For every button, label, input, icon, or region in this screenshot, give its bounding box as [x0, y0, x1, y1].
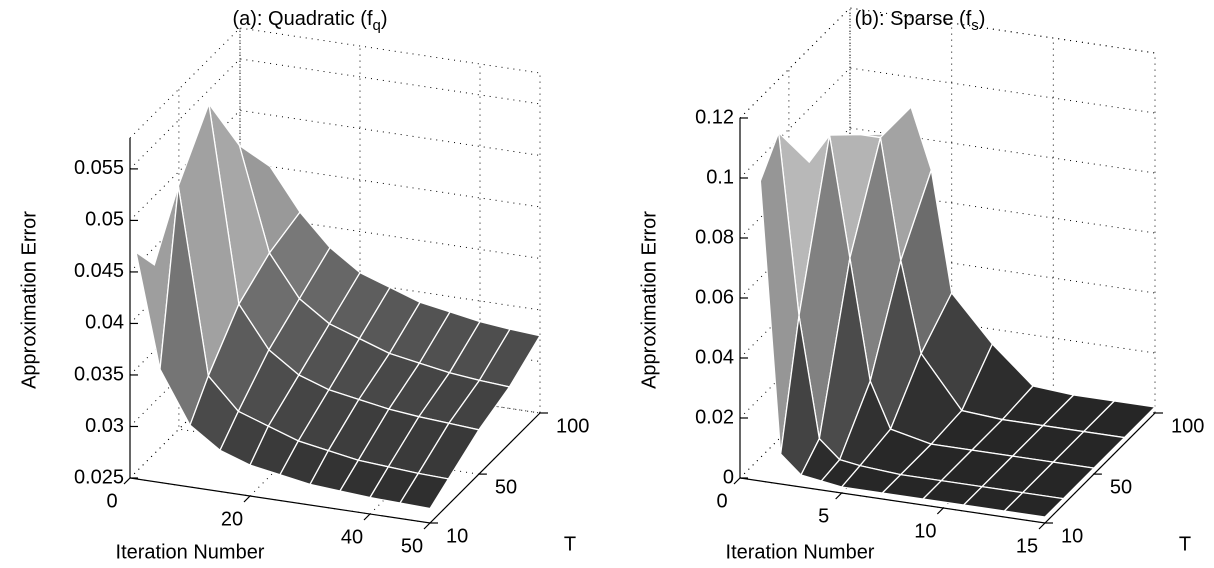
z-tick-label: 0.02: [695, 406, 734, 428]
x-tick-label: 0: [716, 490, 727, 512]
x-tick-label: 50: [401, 535, 423, 557]
z-tick-label: 0.055: [74, 157, 124, 179]
x-axis-label: Iteration Number: [116, 541, 265, 563]
surface-patch: [1002, 491, 1065, 518]
x-tick: [363, 513, 371, 521]
title-text: ): [979, 8, 986, 30]
z-tick-label: 0.04: [695, 346, 734, 368]
title-text: (a): Quadratic (f: [232, 8, 372, 30]
z-tick-label: 0.05: [85, 209, 124, 231]
y-axis-label: T: [1179, 533, 1191, 555]
chart-title: (b): Sparse (fs): [855, 8, 986, 34]
z-tick-label: 0.035: [74, 363, 124, 385]
x-tick-label: 10: [914, 520, 936, 542]
title-text: (b): Sparse (f: [855, 8, 972, 30]
chart-title: (a): Quadratic (fq): [232, 8, 387, 34]
z-tick-label: 0: [723, 466, 734, 488]
z-tick-label: 0.08: [695, 226, 734, 248]
x-tick-label: 5: [818, 505, 829, 527]
z-axis-label: Approximation Error: [638, 211, 660, 389]
title-text: ): [381, 8, 388, 30]
title-subscript: s: [971, 17, 979, 34]
y-tick-label: 100: [1171, 415, 1204, 437]
x-tick: [1038, 522, 1046, 530]
y-tick-label: 50: [495, 476, 517, 498]
x-tick-label: 0: [106, 490, 117, 512]
y-tick-label: 10: [446, 525, 468, 547]
x-tick: [936, 507, 944, 515]
x-tick-label: 15: [1016, 535, 1038, 557]
x-tick: [123, 477, 131, 485]
x-tick-label: 20: [221, 508, 243, 530]
z-tick-label: 0.06: [695, 286, 734, 308]
axis-line: [129, 138, 541, 524]
x-tick: [423, 522, 431, 530]
surface-patch: [398, 472, 450, 510]
x-tick-label: 40: [341, 526, 363, 548]
x-tick: [835, 492, 843, 500]
z-axis-label: Approximation Error: [18, 211, 40, 389]
x-axis-label: Iteration Number: [726, 541, 875, 563]
x-tick: [733, 477, 741, 485]
y-tick-label: 10: [1061, 525, 1083, 547]
title-subscript: q: [373, 17, 381, 34]
z-tick-label: 0.025: [74, 466, 124, 488]
axis-line: [739, 118, 1156, 524]
y-tick-label: 50: [1110, 476, 1132, 498]
z-tick-label: 0.03: [85, 415, 124, 437]
z-tick-label: 0.045: [74, 260, 124, 282]
y-axis-label: T: [564, 533, 576, 555]
wall-edge: [129, 27, 541, 139]
z-tick-label: 0.12: [695, 106, 734, 128]
y-tick-label: 100: [556, 415, 589, 437]
z-tick-label: 0.04: [85, 312, 124, 334]
z-tick-label: 0.1: [706, 166, 734, 188]
x-tick: [243, 495, 251, 503]
